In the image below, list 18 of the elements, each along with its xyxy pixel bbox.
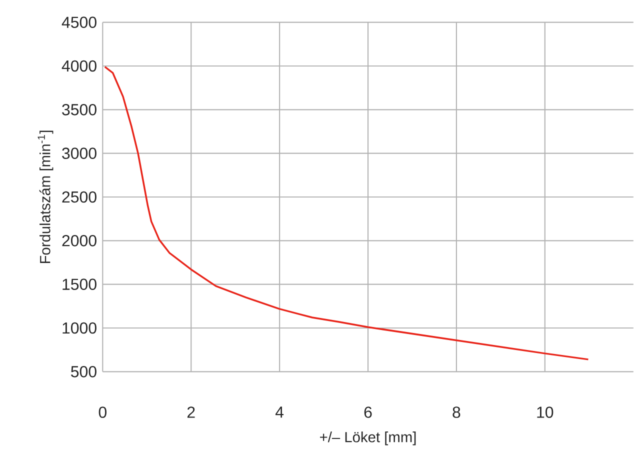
y-tick-label: 4000 bbox=[62, 60, 96, 72]
line-series bbox=[104, 66, 590, 360]
y-tick-label: 2500 bbox=[62, 191, 96, 203]
x-tick-label: 10 bbox=[537, 406, 554, 418]
x-tick-label: 8 bbox=[452, 406, 460, 418]
x-tick-label: 0 bbox=[98, 406, 106, 418]
y-tick-label: 3500 bbox=[62, 104, 96, 116]
y-tick-label: 1500 bbox=[62, 278, 96, 290]
y-tick-label: 1000 bbox=[62, 322, 96, 334]
x-tick-label: 6 bbox=[364, 406, 372, 418]
y-tick-label: 2000 bbox=[62, 235, 96, 246]
y-tick-label: 4500 bbox=[62, 16, 96, 28]
x-tick-label: 4 bbox=[275, 406, 284, 418]
x-axis-title: +/– Löket [mm] bbox=[320, 432, 416, 446]
x-tick-label: 2 bbox=[187, 406, 195, 418]
y-tick-label: 3000 bbox=[62, 148, 96, 159]
y-tick-label: 500 bbox=[71, 366, 96, 378]
y-axis-title: Fordulatszám [min$^{-1}$] bbox=[38, 130, 54, 264]
